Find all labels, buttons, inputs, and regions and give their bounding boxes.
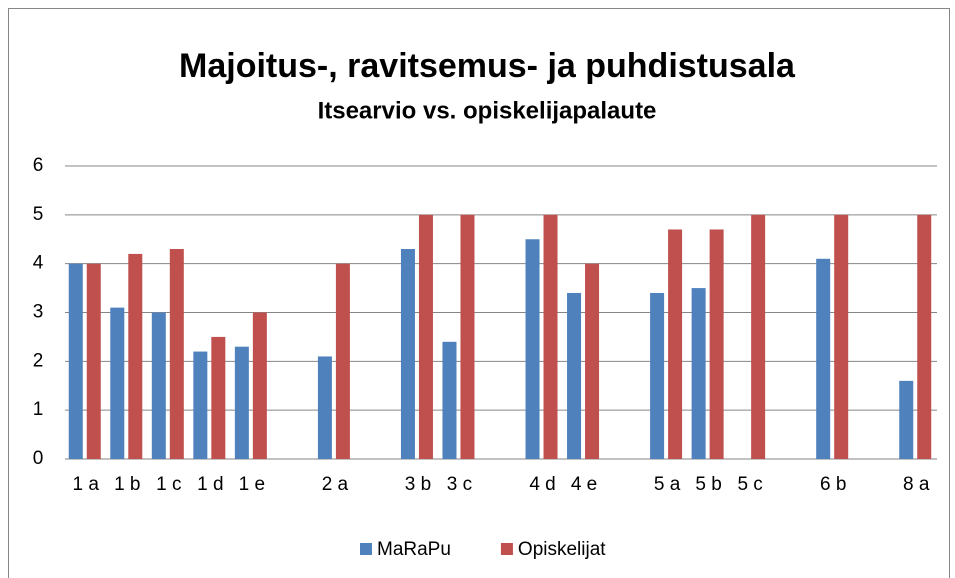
bar (668, 229, 683, 459)
y-tick-label: 4 (33, 253, 44, 274)
bar (68, 263, 83, 459)
x-tick-label: 4 d (529, 474, 555, 495)
x-tick-label: 8 a (903, 474, 930, 495)
x-tick-label: 5 c (737, 474, 762, 495)
bar (317, 356, 332, 459)
x-tick-label: 4 e (571, 474, 597, 495)
bar (400, 249, 415, 459)
x-tick-label: 6 b (820, 474, 846, 495)
x-tick-label: 5 a (654, 474, 681, 495)
chart-subtitle: Itsearvio vs. opiskelijapalaute (318, 97, 657, 124)
bar (335, 263, 350, 459)
bar (567, 292, 582, 459)
x-tick-label: 2 a (322, 474, 349, 495)
y-tick-label: 2 (33, 350, 44, 371)
y-tick-label: 3 (33, 302, 44, 323)
bar (128, 253, 143, 459)
bar (169, 249, 184, 459)
bar (442, 341, 457, 459)
x-tick-label: 3 b (405, 474, 431, 495)
bar (525, 239, 540, 459)
bar (816, 258, 831, 459)
bar (151, 312, 166, 459)
bar (899, 380, 914, 459)
chart-border (8, 8, 950, 578)
y-tick-label: 0 (33, 448, 44, 469)
bar (917, 214, 932, 459)
bar (834, 214, 849, 459)
x-tick-label: 1 d (197, 474, 223, 495)
bar (691, 288, 706, 459)
x-tick-label: 5 b (695, 474, 721, 495)
bar (211, 336, 226, 459)
bar (709, 229, 724, 459)
legend-swatch (500, 543, 513, 555)
x-tick-label: 1 c (156, 474, 181, 495)
bar (252, 312, 267, 459)
bar (110, 307, 125, 459)
bar (193, 351, 208, 459)
chart-title: Majoitus-, ravitsemus- ja puhdistusala (179, 47, 796, 85)
bar (418, 214, 433, 459)
legend-swatch (360, 543, 372, 555)
y-tick-label: 6 (33, 155, 44, 176)
x-tick-label: 1 e (239, 474, 265, 495)
bar (751, 214, 766, 459)
legend-label: Opiskelijat (518, 539, 606, 560)
bar (585, 263, 600, 459)
bar (234, 346, 249, 459)
x-tick-label: 3 c (447, 474, 472, 495)
x-tick-label: 1 a (73, 474, 100, 495)
x-tick-label: 1 b (114, 474, 140, 495)
bar (460, 214, 475, 459)
y-tick-label: 5 (33, 204, 44, 225)
bar (86, 263, 101, 459)
y-tick-label: 1 (33, 399, 44, 420)
legend-label: MaRaPu (377, 539, 451, 560)
bar (543, 214, 558, 459)
bar (650, 292, 665, 459)
